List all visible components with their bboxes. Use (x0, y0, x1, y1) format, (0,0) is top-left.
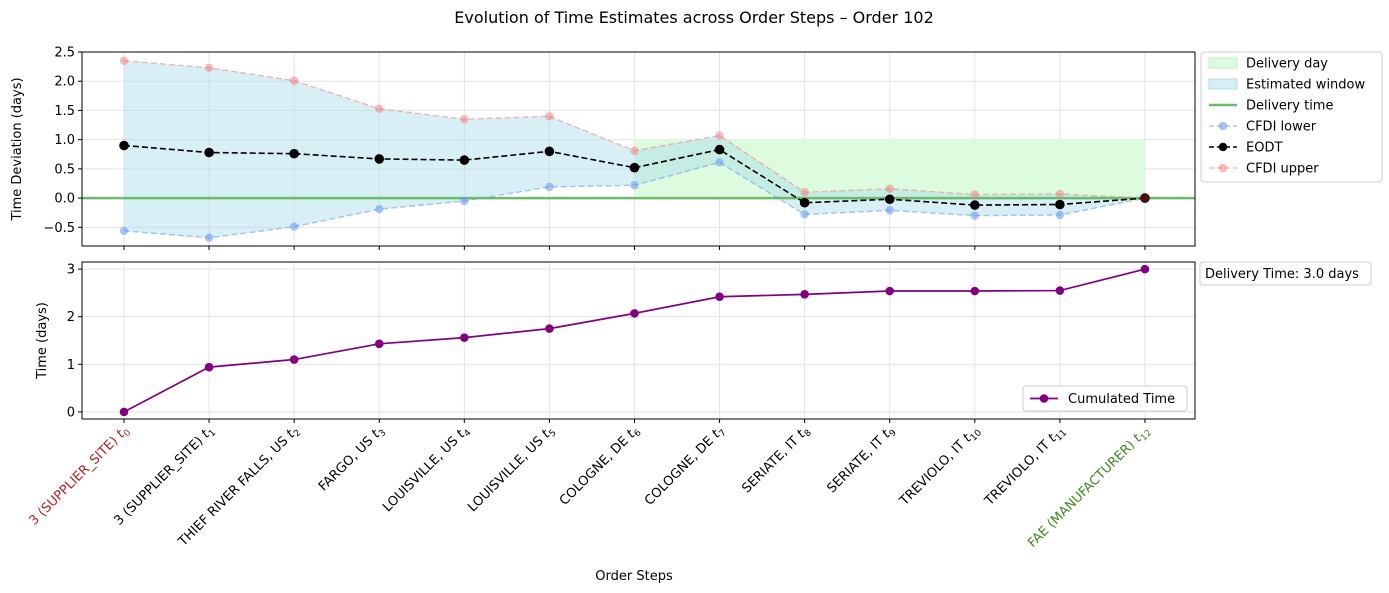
y-tick-label: 1 (67, 358, 75, 373)
point-eodt (374, 154, 385, 164)
x-tick-label: COLOGNE, DE t7 (642, 423, 729, 510)
point-cumulated (289, 355, 299, 364)
end-point-marker (1140, 193, 1150, 203)
legend-marker (1218, 163, 1228, 173)
point-upper (289, 76, 299, 85)
point-upper (1055, 189, 1065, 199)
point-upper (715, 131, 724, 140)
delivery-time-annotation: Delivery Time: 3.0 days (1205, 267, 1359, 282)
y-tick-label: 1.5 (54, 104, 75, 119)
x-tick-label: SERIATE, IT t9 (824, 423, 899, 498)
y-tick-label: 3 (67, 263, 75, 278)
legend-label: Estimated window (1246, 78, 1365, 93)
legend-box (1022, 385, 1188, 412)
point-cumulated (970, 286, 980, 296)
deviation-panel: −0.5 0.0 0.5 1.0 1.5 2.0 2.5 Time Deviation (da… (10, 46, 1383, 250)
point-upper (885, 184, 894, 193)
legend-label: CFDI lower (1246, 120, 1317, 135)
legend-label: CFDI upper (1246, 162, 1319, 177)
y-tick-label: 0 (67, 405, 75, 420)
legend-box (1200, 51, 1383, 183)
point-cumulated (460, 333, 469, 342)
delivery-time-annotation-box (1199, 261, 1372, 286)
x-tick-label: SERIATE, IT t8 (739, 423, 814, 498)
point-upper (460, 114, 469, 124)
point-lower (545, 182, 554, 192)
point-upper (800, 188, 809, 197)
legend-label: Cumulated Time (1068, 392, 1175, 407)
point-upper (375, 104, 384, 113)
point-cumulated (545, 324, 554, 333)
x-tick-label: TREVIOLO, IT t10 (896, 423, 984, 511)
point-cumulated (630, 309, 639, 318)
point-upper (630, 146, 639, 155)
point-lower (885, 206, 894, 215)
point-upper (970, 190, 979, 199)
y-tick-label: 2 (67, 310, 75, 325)
point-upper (545, 112, 554, 121)
legend-label: Delivery time (1246, 99, 1333, 114)
point-eodt (544, 146, 555, 157)
point-cumulated (374, 339, 384, 349)
point-cumulated (1140, 264, 1150, 274)
point-eodt (119, 140, 129, 151)
point-cumulated (119, 407, 129, 417)
x-tick-label: LOUISVILLE, US t5 (465, 423, 558, 516)
point-lower (204, 233, 214, 243)
x-tick-label: COLOGNE, DE t6 (557, 423, 644, 510)
point-cumulated (885, 286, 895, 296)
point-lower (630, 181, 639, 190)
point-eodt (459, 155, 470, 165)
x-tick-label: LOUISVILLE, US t4 (380, 423, 474, 517)
point-lower (375, 204, 384, 214)
point-eodt (629, 162, 640, 173)
x-tick-label: TREVIOLO, IT t11 (982, 423, 1070, 511)
legend-swatch (1208, 57, 1238, 69)
point-lower (800, 210, 809, 219)
point-lower (119, 226, 129, 236)
y-tick-label: 1.0 (54, 133, 75, 148)
point-upper (119, 56, 129, 65)
point-eodt (204, 147, 214, 158)
legend-marker (1218, 142, 1228, 152)
legend-marker (1218, 121, 1228, 131)
point-lower (289, 222, 299, 231)
point-lower (1055, 210, 1065, 220)
point-eodt (714, 144, 725, 155)
point-lower (715, 158, 724, 167)
point-cumulated (800, 290, 809, 299)
point-cumulated (715, 292, 724, 302)
point-eodt (1055, 199, 1065, 210)
deviation-plot-frame (81, 51, 1196, 247)
point-cumulated (204, 362, 214, 372)
legend-label: EODT (1246, 141, 1282, 156)
point-eodt (289, 148, 299, 159)
estimated-window-area (124, 60, 1145, 238)
legend-swatch (1208, 78, 1238, 90)
point-eodt (884, 194, 895, 205)
point-cumulated (1055, 286, 1065, 295)
legend-marker (1039, 394, 1049, 403)
x-axis-label: Order Steps (595, 569, 673, 584)
cumulated-plot-frame (81, 261, 1196, 420)
legend-label: Delivery day (1246, 57, 1328, 72)
y-tick-label: 2.0 (54, 75, 75, 90)
point-lower (460, 196, 469, 206)
point-eodt (970, 200, 980, 210)
y-axis-label-cumulated: Time (days) (35, 302, 50, 380)
chart-title: Evolution of Time Estimates across Order… (454, 8, 934, 27)
x-tick-label: FARGO, US t3 (316, 423, 389, 496)
point-upper (204, 63, 214, 72)
y-tick-label: 0.5 (54, 162, 75, 177)
y-tick-label: −0.5 (43, 221, 75, 236)
y-axis-label-deviation: Time Deviation (days) (10, 77, 25, 221)
y-tick-label: 2.5 (54, 46, 75, 61)
y-tick-label: 0.0 (54, 192, 75, 207)
point-eodt (799, 197, 810, 208)
point-lower (970, 211, 979, 220)
